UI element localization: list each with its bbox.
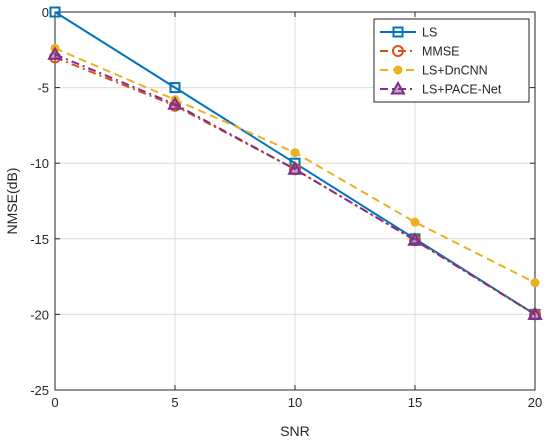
data-point xyxy=(287,161,303,175)
data-point xyxy=(290,148,300,158)
x-tick-label: 20 xyxy=(528,395,542,410)
data-point xyxy=(527,306,543,320)
x-tick-label: 0 xyxy=(51,395,58,410)
y-tick-label: -25 xyxy=(30,383,49,398)
series-ls-pace-net xyxy=(47,46,543,320)
legend-swatch-marker xyxy=(392,26,404,38)
legend: LS MMSE LS+DnCNN LS+PACE-Net xyxy=(373,18,530,103)
x-axis-label: SNR xyxy=(280,423,310,439)
data-point xyxy=(410,217,420,227)
data-point xyxy=(530,278,540,288)
x-tick-label: 10 xyxy=(288,395,302,410)
y-tick-label: -15 xyxy=(30,232,49,247)
legend-label: MMSE xyxy=(422,45,460,59)
y-tick-label: 0 xyxy=(42,5,49,20)
legend-label: LS+PACE-Net xyxy=(422,83,502,97)
legend-swatch-marker xyxy=(393,65,403,75)
legend-swatch-marker xyxy=(392,45,404,57)
data-point xyxy=(407,232,423,246)
x-tick-label: 5 xyxy=(171,395,178,410)
series-line xyxy=(54,53,536,316)
data-point xyxy=(49,6,61,18)
legend-swatch-marker xyxy=(390,80,406,95)
data-point xyxy=(289,157,301,169)
series-group xyxy=(47,6,543,321)
data-point xyxy=(169,82,181,94)
y-tick-label: -20 xyxy=(30,307,49,322)
y-axis-label: NMSE(dB) xyxy=(4,168,20,235)
legend-label: LS+DnCNN xyxy=(422,64,488,78)
axis-ticks: 0 5 10 15 20 0 -5 -10 -15 -20 -25 xyxy=(30,5,542,410)
x-tick-label: 15 xyxy=(408,395,422,410)
legend-label: LS xyxy=(422,26,437,40)
y-tick-label: -10 xyxy=(30,156,49,171)
data-point xyxy=(47,46,63,60)
data-point xyxy=(167,96,183,110)
y-tick-label: -5 xyxy=(37,81,49,96)
